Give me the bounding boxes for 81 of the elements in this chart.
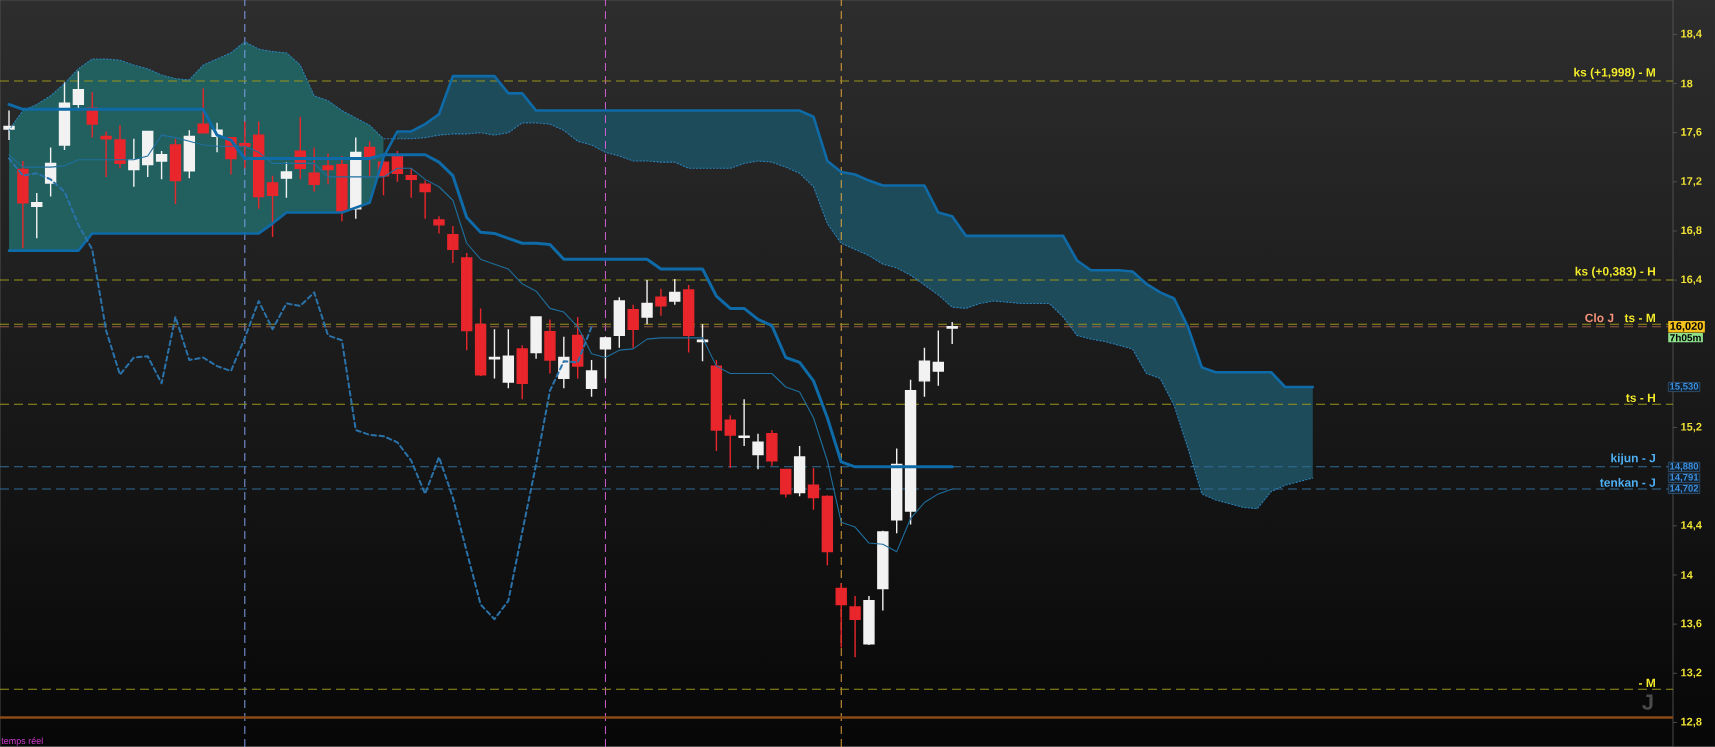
candlestick [502, 328, 515, 389]
text: 7h05m [1670, 333, 1701, 342]
y-tick-label: 16,8 [1681, 226, 1702, 236]
candlestick [821, 494, 834, 566]
candlestick [655, 288, 667, 317]
candlestick [405, 167, 417, 199]
y-tick-label: 13,2 [1681, 668, 1702, 678]
y-tick-label: 14 [1681, 571, 1693, 579]
candlestick [155, 150, 168, 181]
text: 14,791 [1670, 473, 1699, 482]
text: 15,530 [1670, 382, 1699, 392]
candlestick [807, 467, 820, 511]
y-tick-label: 15,2 [1681, 422, 1702, 433]
candlestick [239, 120, 251, 170]
candlestick [336, 155, 348, 222]
ref-line-label: ks (+1,998) - M [1574, 67, 1655, 79]
candlestick [197, 87, 209, 134]
candlestick [461, 252, 473, 351]
candlestick [641, 279, 653, 326]
candlestick [114, 124, 126, 170]
ref-line-label: kijun - J [1611, 453, 1655, 465]
candlestick [682, 284, 695, 354]
y-tick-label: 17,6 [1681, 128, 1702, 138]
candlestick [516, 344, 528, 400]
candlestick [780, 468, 792, 499]
candlestick [474, 307, 487, 377]
candlestick [932, 329, 945, 387]
text: J [1642, 694, 1653, 710]
candlestick [585, 359, 598, 398]
candlestick [322, 152, 334, 185]
candlestick [724, 414, 736, 469]
candlestick [128, 138, 140, 188]
annotation: temps réel [1, 737, 43, 746]
candlestick [696, 323, 709, 362]
candlestick [793, 445, 806, 498]
candlestick [433, 215, 445, 235]
candlestick [72, 70, 85, 111]
y-tick-label: 13,6 [1681, 619, 1702, 629]
candlestick [849, 595, 861, 659]
candlestick [613, 296, 625, 349]
ref-line-label: ts - H [1625, 393, 1655, 402]
candlestick [752, 433, 764, 471]
candlestick [530, 316, 542, 360]
ref-line-label: ks (+0,383) - H [1575, 266, 1655, 278]
candlestick [3, 109, 15, 141]
candlestick [419, 179, 431, 220]
y-tick-label: 12,8 [1681, 717, 1702, 728]
candlestick [544, 318, 556, 375]
candlestick [308, 146, 320, 193]
candlestick [280, 161, 293, 199]
ref-line-label: ts - M [1624, 313, 1655, 323]
candlestick [669, 278, 681, 306]
candlestick [488, 328, 501, 380]
candlestick [835, 582, 847, 649]
y-tick-label: 18,4 [1681, 29, 1702, 40]
candlestick [599, 335, 612, 380]
candlestick [627, 303, 639, 349]
text: 16,020 [1670, 322, 1703, 332]
y-tick-label: 16,4 [1681, 275, 1702, 285]
candlestick [863, 595, 875, 646]
y-tick-label: 17,2 [1681, 177, 1702, 187]
candlestick [447, 225, 459, 264]
candlestick [738, 398, 750, 447]
candlestick [100, 130, 112, 178]
candlestick [710, 359, 723, 452]
candlestick [17, 160, 29, 249]
candlestick [169, 138, 182, 205]
ref-line-label: tenkan - J [1599, 477, 1655, 487]
candlestick [904, 378, 917, 526]
candlestick [918, 346, 931, 398]
text: 14,880 [1670, 462, 1699, 471]
candlestick [266, 174, 279, 238]
ref-line-label: Clo J [1585, 313, 1614, 323]
ref-line-label: - M [1638, 678, 1655, 688]
y-tick-label: 18 [1681, 79, 1693, 88]
y-tick-label: 14,4 [1681, 521, 1702, 531]
candlestick [31, 192, 43, 240]
candlestick [946, 321, 958, 345]
candlestick [766, 429, 778, 467]
candlestick [877, 530, 889, 612]
text: 14,702 [1670, 484, 1699, 494]
